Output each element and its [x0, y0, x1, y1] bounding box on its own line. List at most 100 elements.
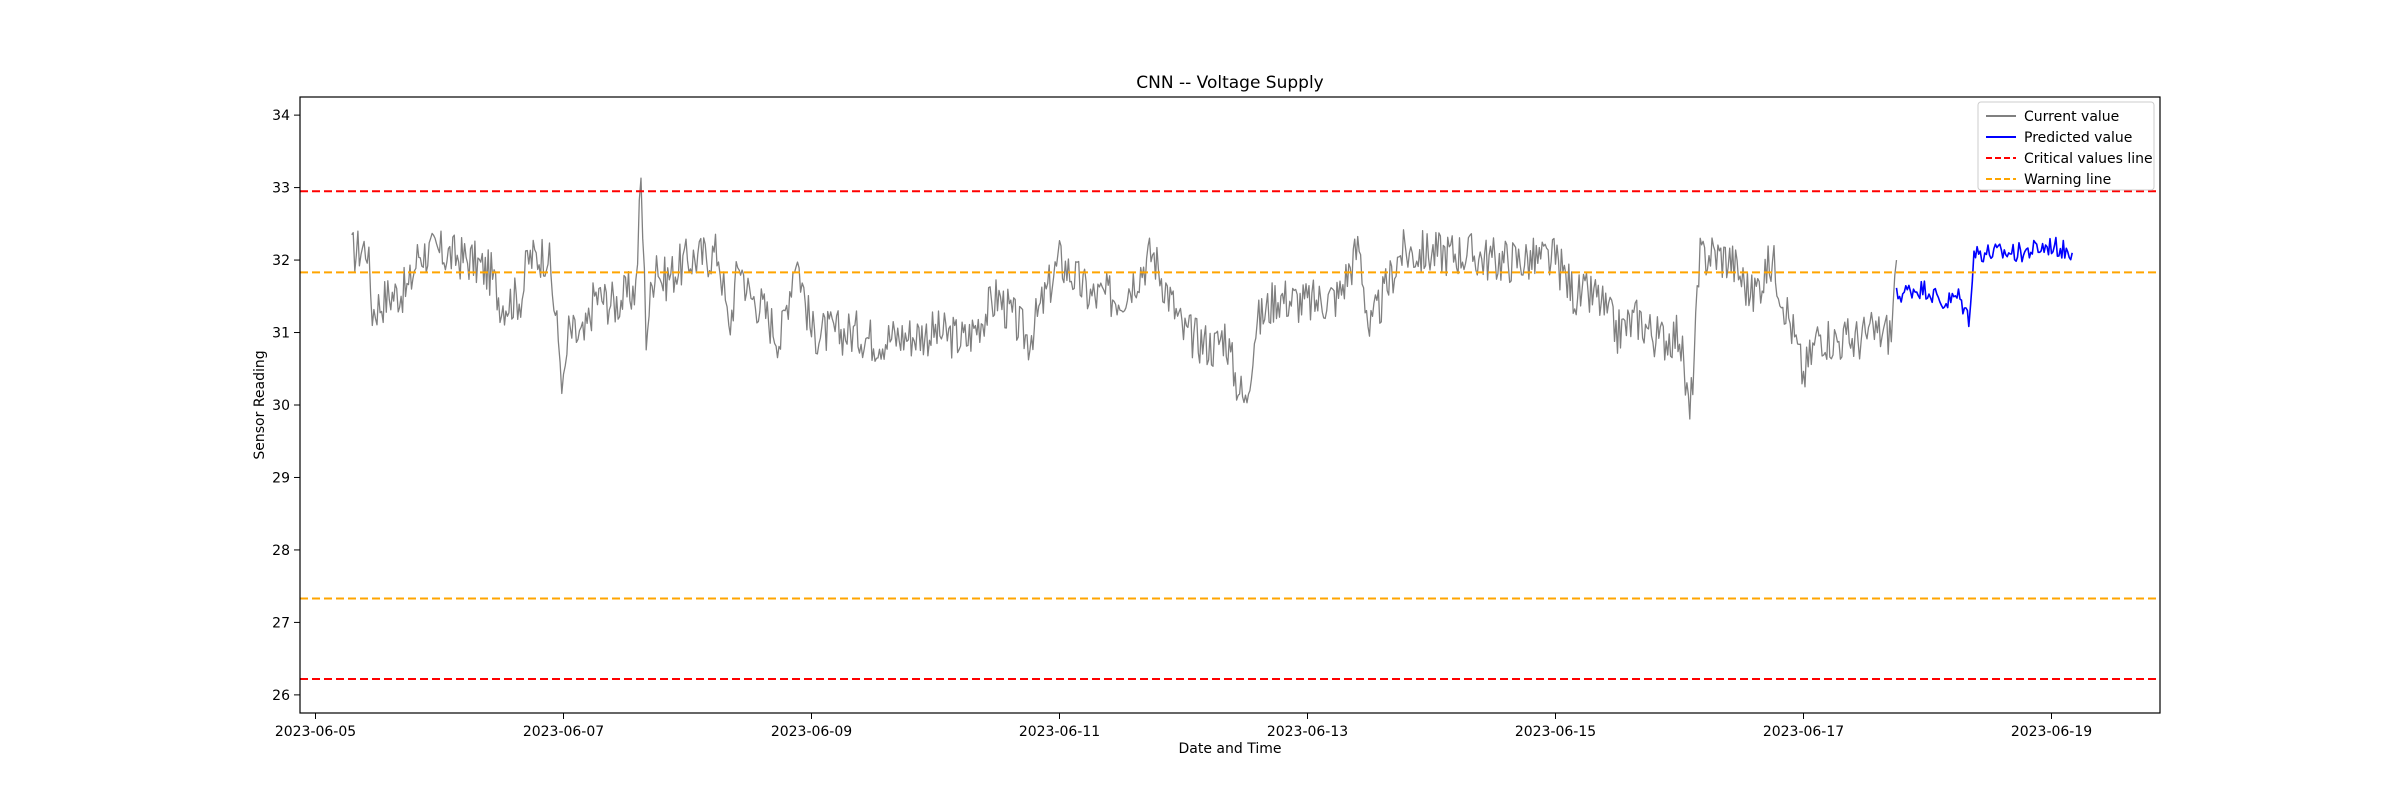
data-point [1121, 295, 1123, 297]
data-point [1358, 245, 1360, 247]
data-point [1059, 259, 1061, 261]
y-tick-label: 31 [272, 326, 290, 342]
data-point [1234, 375, 1236, 377]
data-point [1803, 375, 1805, 377]
data-point [583, 339, 585, 341]
data-point [594, 295, 596, 297]
data-point [1028, 339, 1030, 341]
data-point [408, 288, 410, 290]
x-tick-label: 2023-06-11 [1019, 724, 1100, 740]
data-point [1214, 346, 1216, 348]
data-point [1927, 288, 1929, 290]
data-point [1689, 419, 1691, 421]
data-point [366, 245, 368, 247]
data-point [1891, 332, 1893, 334]
x-tick-label: 2023-06-09 [771, 724, 852, 740]
x-axis-label: Date and Time [1179, 741, 1282, 757]
data-point [842, 332, 844, 334]
data-point [1854, 339, 1856, 341]
legend-label: Critical values line [2024, 151, 2153, 167]
y-tick-label: 32 [272, 253, 290, 269]
data-point [439, 252, 441, 254]
legend-label: Current value [2024, 109, 2119, 125]
data-point [759, 303, 761, 305]
data-point [997, 295, 999, 297]
x-tick-label: 2023-06-05 [275, 724, 356, 740]
data-point [1896, 259, 1898, 261]
y-tick-label: 34 [272, 108, 290, 124]
data-point [1555, 259, 1557, 261]
data-point [1276, 295, 1278, 297]
y-tick-label: 27 [272, 615, 290, 631]
data-point [1834, 339, 1836, 341]
x-tick-label: 2023-06-17 [1763, 724, 1844, 740]
axes-layer: 2023-06-05 2023-06-07 2023-06-09 2023-06-11… [272, 108, 2092, 740]
data-point [2051, 245, 2053, 247]
data-point [1524, 259, 1526, 261]
data-point [1493, 259, 1495, 261]
data-point [1942, 303, 1944, 305]
data-point [1245, 404, 1247, 406]
y-tick-label: 28 [272, 543, 290, 559]
y-tick-label: 26 [272, 688, 290, 704]
data-point [645, 332, 647, 334]
data-point [1658, 339, 1660, 341]
y-tick-label: 30 [272, 398, 290, 414]
data-point [966, 339, 968, 341]
data-point [387, 295, 389, 297]
x-tick-label: 2023-06-13 [1267, 724, 1348, 740]
plot-frame [299, 96, 2161, 714]
data-point [1462, 252, 1464, 254]
data-point [351, 252, 353, 254]
data-point [1152, 252, 1154, 254]
data-point [1637, 317, 1639, 319]
data-point [1968, 317, 1970, 319]
data-point [372, 310, 374, 312]
data-point [1090, 295, 1092, 297]
series-line-current [351, 177, 1898, 420]
data-point [568, 332, 570, 334]
legend-label: Warning line [2024, 172, 2111, 188]
data-point [1699, 259, 1701, 261]
data-point [718, 252, 720, 254]
legend: Current value Predicted value Critical val… [1977, 101, 2155, 191]
y-tick-label: 29 [272, 470, 290, 486]
data-point [501, 303, 503, 305]
data-point [749, 295, 751, 297]
data-point [1596, 295, 1598, 297]
data-point [1730, 259, 1732, 261]
data-point [1792, 332, 1794, 334]
data-point [527, 259, 529, 261]
y-axis-label: Sensor Reading [252, 350, 268, 459]
chart-title: CNN -- Voltage Supply [1136, 73, 1323, 93]
data-point [1307, 303, 1309, 305]
data-point [1679, 332, 1681, 334]
x-tick-label: 2023-06-19 [2011, 724, 2092, 740]
data-point [418, 252, 420, 254]
data-point [857, 332, 859, 334]
data-point [1338, 295, 1340, 297]
data-point [547, 252, 549, 254]
data-point [1911, 288, 1913, 290]
data-point [1818, 332, 1820, 334]
data-point [1617, 332, 1619, 334]
data-point [728, 332, 730, 334]
series-line-predicted [1895, 236, 2073, 328]
data-point [661, 281, 663, 283]
data-point [1710, 252, 1712, 254]
data-point [1255, 324, 1257, 326]
data-point [1989, 252, 1991, 254]
data-point [656, 252, 658, 254]
y-tick-label: 33 [272, 181, 290, 197]
data-point [614, 303, 616, 305]
data-point [738, 259, 740, 261]
data-point [1958, 295, 1960, 297]
data-point [687, 259, 689, 261]
legend-label: Predicted value [2024, 130, 2132, 146]
data-point [1772, 259, 1774, 261]
data-point [723, 288, 725, 290]
data-point [1183, 332, 1185, 334]
data-point [1896, 295, 1898, 297]
data-point [490, 274, 492, 276]
data-point [635, 288, 637, 290]
